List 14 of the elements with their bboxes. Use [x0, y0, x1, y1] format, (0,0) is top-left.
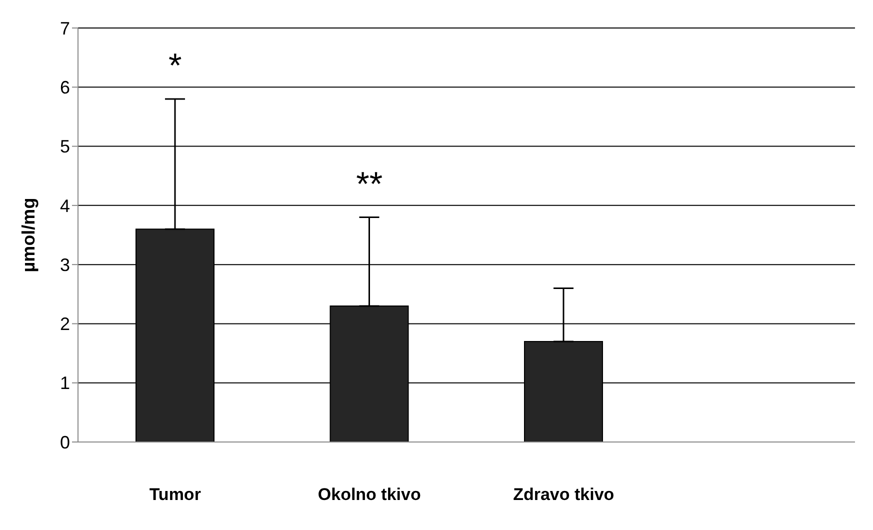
x-tick-label: Tumor — [149, 485, 202, 504]
y-tick-label: 7 — [60, 18, 70, 38]
annotation: ** — [356, 165, 383, 204]
y-tick-label: 1 — [60, 373, 70, 394]
annotation: * — [168, 46, 182, 85]
x-tick-label: Okolno tkivo — [318, 485, 421, 504]
y-tick-label: 2 — [60, 314, 70, 334]
y-tick-label: 3 — [60, 254, 70, 275]
y-tick-label: 0 — [60, 432, 70, 452]
y-tick-label: 6 — [60, 78, 70, 98]
y-axis-title: µmol/mg — [18, 198, 38, 272]
y-tick-label: 5 — [60, 136, 70, 157]
x-tick-label: Zdravo tkivo — [513, 485, 614, 504]
y-tick-label: 4 — [60, 196, 70, 216]
